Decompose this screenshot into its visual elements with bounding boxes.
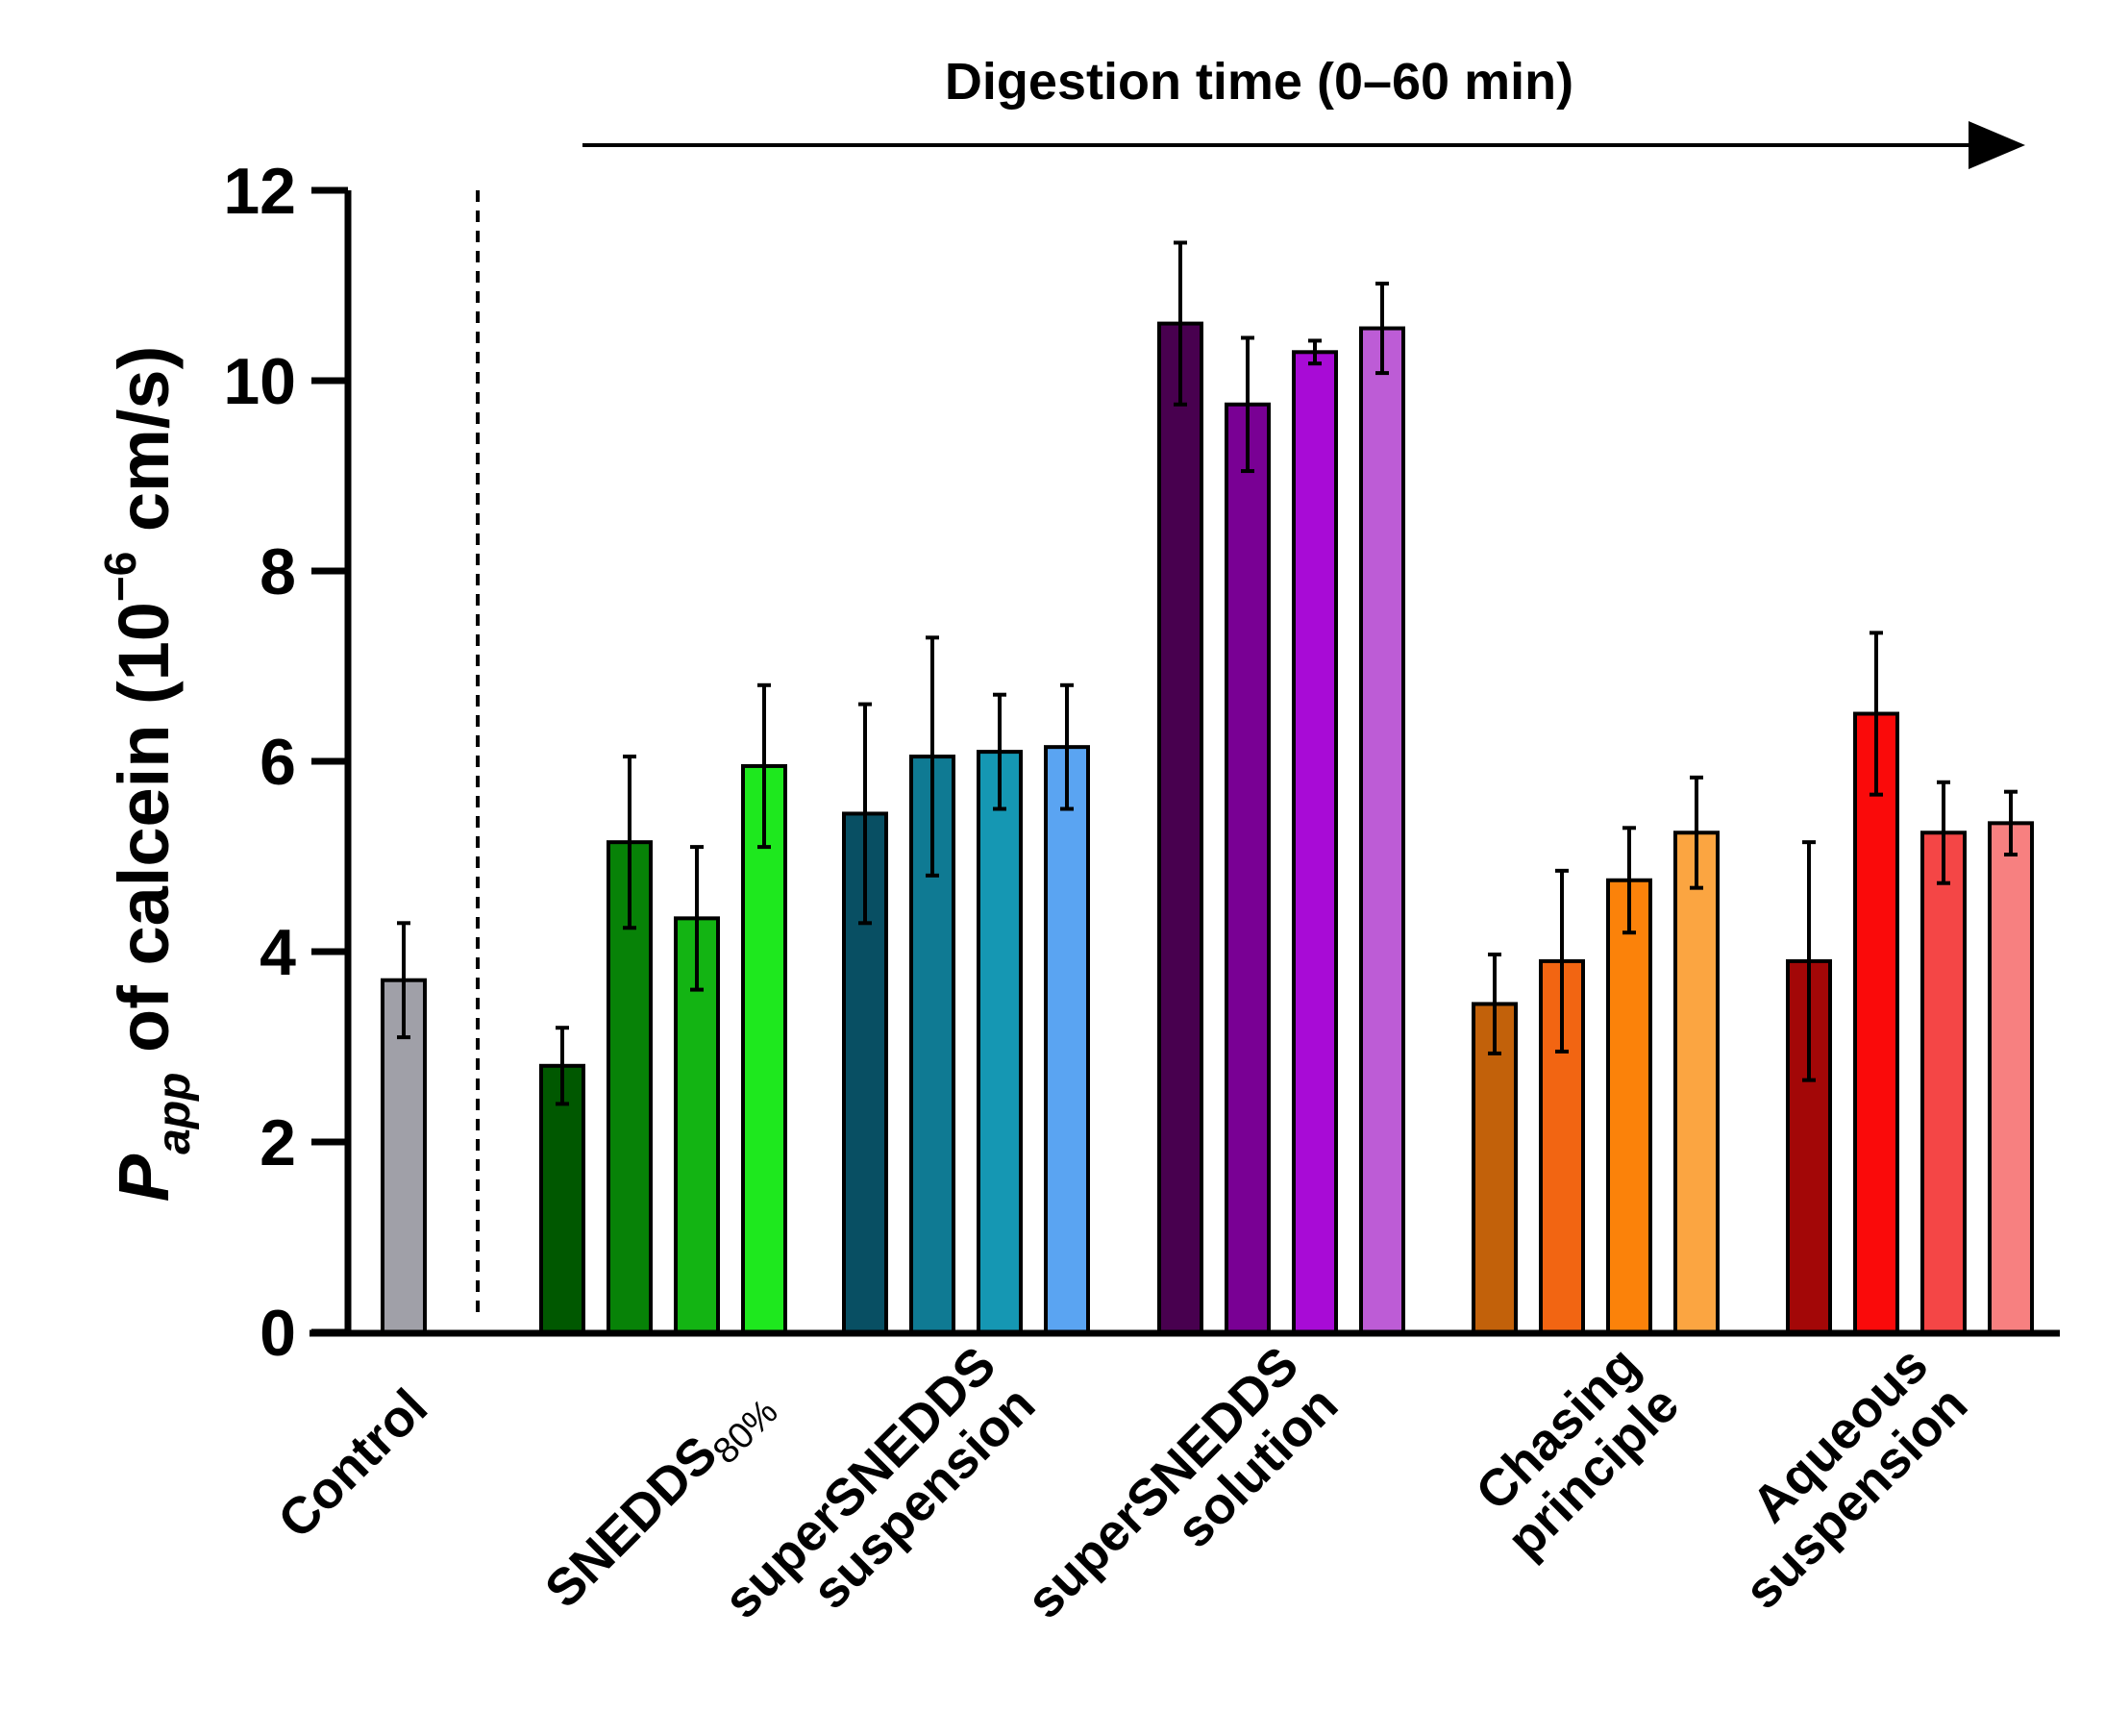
y-axis-ticks: 0 2 4 6 8 10 12 <box>223 155 348 1370</box>
bar <box>1853 711 1899 1334</box>
y-axis-label-prefix: P <box>104 1153 184 1202</box>
y-tick-label: 0 <box>260 1297 296 1370</box>
digestion-time-annotation: Digestion time (0–60 min) <box>945 53 1573 111</box>
y-axis-label: Papp of calcein (10−6 cm/s) <box>95 346 200 1202</box>
y-axis-label-superscript: −6 <box>95 552 145 602</box>
bar <box>1359 326 1405 1334</box>
y-tick-label: 10 <box>223 345 296 418</box>
bar <box>1044 745 1090 1334</box>
x-group-label: Control <box>267 1378 438 1550</box>
digestion-time-arrowhead <box>1969 121 2025 169</box>
x-group-label-line: SNEDDS <box>534 1426 729 1620</box>
bar <box>977 750 1023 1334</box>
x-group-label: Chasingprinciple <box>1457 1336 1691 1570</box>
y-axis-label-text: of calcein (10 <box>104 602 184 1072</box>
bar <box>1157 321 1203 1335</box>
x-group-label: superSNEDDSsuspension <box>713 1336 1047 1670</box>
y-tick-label: 12 <box>223 155 296 228</box>
error-bars <box>397 240 2018 1106</box>
x-axis-group-labels: Control SNEDDS80%superSNEDDSsuspensionsup… <box>267 1336 1979 1670</box>
y-axis-label-suffix: cm/s) <box>104 346 184 552</box>
bar <box>1292 350 1338 1334</box>
bar <box>1606 878 1652 1334</box>
x-group-label: superSNEDDSsolution <box>1016 1336 1350 1670</box>
y-tick-label: 8 <box>260 535 296 608</box>
x-group-label: Aqueoussuspension <box>1695 1336 1979 1621</box>
bar <box>741 763 787 1334</box>
bar <box>674 916 720 1334</box>
y-tick-label: 4 <box>260 916 296 989</box>
bar <box>1225 402 1271 1334</box>
y-tick-label: 2 <box>260 1106 296 1179</box>
bar <box>1988 821 2034 1334</box>
y-axis-label-subscript: app <box>149 1073 200 1154</box>
x-group-label-line: Control <box>267 1378 438 1550</box>
bar <box>1920 831 1967 1334</box>
y-tick-label: 6 <box>260 726 296 799</box>
bar <box>1673 831 1720 1334</box>
